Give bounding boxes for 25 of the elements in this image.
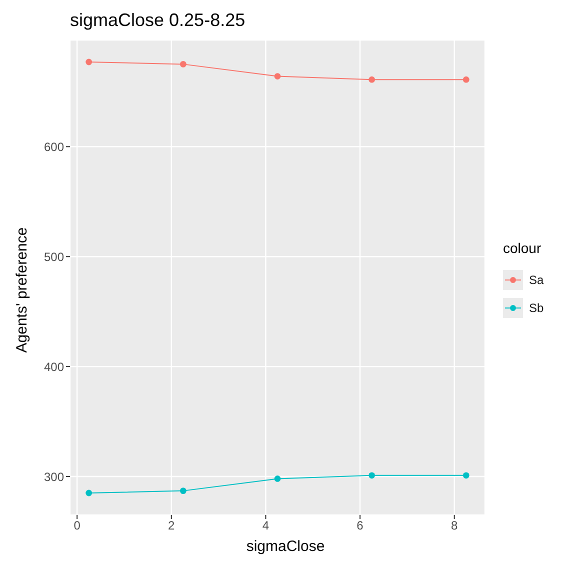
y-tick-label: 400 — [44, 360, 64, 374]
y-tick-label: 600 — [44, 140, 64, 154]
x-tick-label: 8 — [451, 518, 458, 533]
legend-title: colour — [503, 240, 542, 256]
x-axis-title: sigmaClose — [245, 538, 326, 555]
x-tick-label: 4 — [262, 518, 270, 533]
x-tick-label: 6 — [356, 518, 364, 533]
point — [462, 76, 470, 83]
legend-label: Sa — [529, 273, 544, 287]
chart-title: sigmaClose 0.25-8.25 — [70, 10, 246, 31]
point — [462, 472, 470, 479]
point — [274, 73, 281, 80]
y-tick-label: 500 — [44, 250, 64, 264]
point — [368, 76, 376, 83]
point — [368, 472, 376, 479]
y-tick-label: 300 — [44, 470, 64, 484]
point — [180, 488, 186, 494]
point — [86, 490, 92, 496]
x-tick-label: 0 — [74, 518, 81, 533]
y-axis-title: Agents' preference — [14, 227, 30, 353]
point — [274, 476, 281, 482]
legend-label: Sb — [529, 301, 544, 315]
point — [86, 58, 92, 66]
x-tick-label: 2 — [168, 518, 176, 533]
point — [180, 60, 186, 68]
